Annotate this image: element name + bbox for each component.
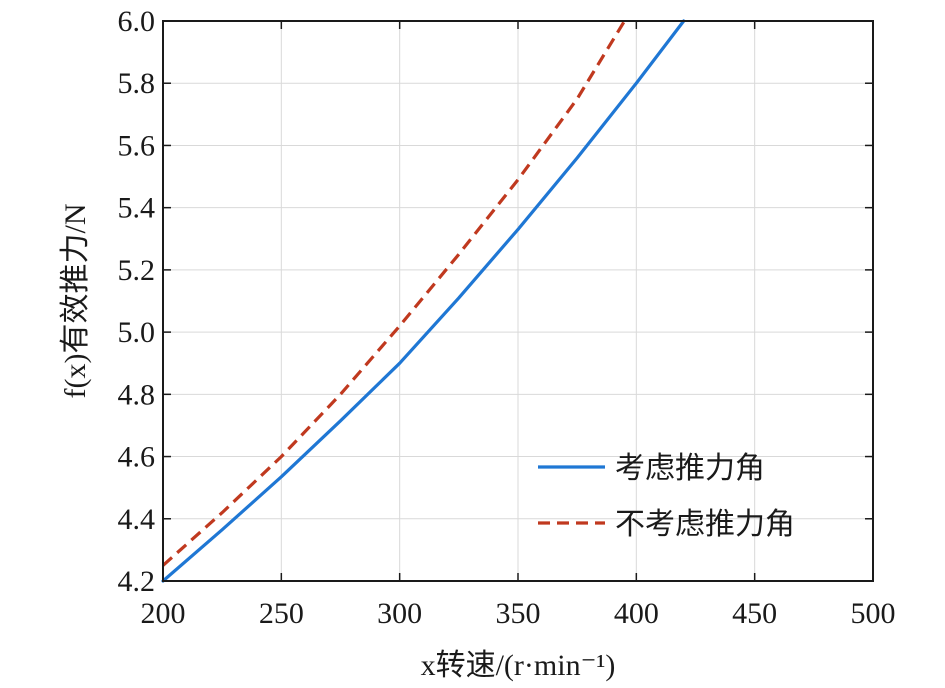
legend-label-series-2: 不考虑推力角 [615, 508, 795, 541]
x-tick-label: 500 [851, 597, 896, 630]
series-line-1 [161, 19, 686, 583]
y-tick-label: 4.4 [118, 503, 156, 536]
y-tick-label: 5.6 [118, 129, 156, 162]
y-tick-label: 5.8 [118, 67, 156, 100]
y-tick-labels: 4.2 4.4 4.6 4.8 5.0 5.2 5.4 5.6 5.8 6.0 [118, 5, 156, 598]
y-tick-label: 5.2 [118, 254, 156, 287]
y-tick-label: 4.8 [118, 378, 156, 411]
tick-marks [162, 20, 874, 582]
x-tick-label: 300 [377, 597, 422, 630]
x-tick-label: 250 [259, 597, 304, 630]
x-tick-label: 450 [732, 597, 777, 630]
x-tick-labels: 200 250 300 350 400 450 500 [141, 597, 896, 630]
x-axis-title: x转速/(r·min⁻¹) [421, 649, 616, 682]
x-tick-label: 400 [614, 597, 659, 630]
y-tick-label: 5.0 [118, 316, 156, 349]
series-line-2 [161, 20, 626, 567]
y-tick-label: 5.4 [118, 192, 156, 225]
legend: 考虑推力角 不考虑推力角 [538, 452, 795, 541]
x-tick-label: 350 [496, 597, 541, 630]
y-tick-label: 4.6 [118, 441, 156, 474]
series-group [161, 19, 686, 583]
legend-label-series-1: 考虑推力角 [615, 452, 765, 485]
y-tick-label: 4.2 [118, 565, 156, 598]
y-tick-label: 6.0 [118, 5, 156, 38]
y-axis-title: f(x)有效推力/N [59, 204, 92, 399]
x-tick-label: 200 [141, 597, 186, 630]
grid [162, 20, 874, 582]
